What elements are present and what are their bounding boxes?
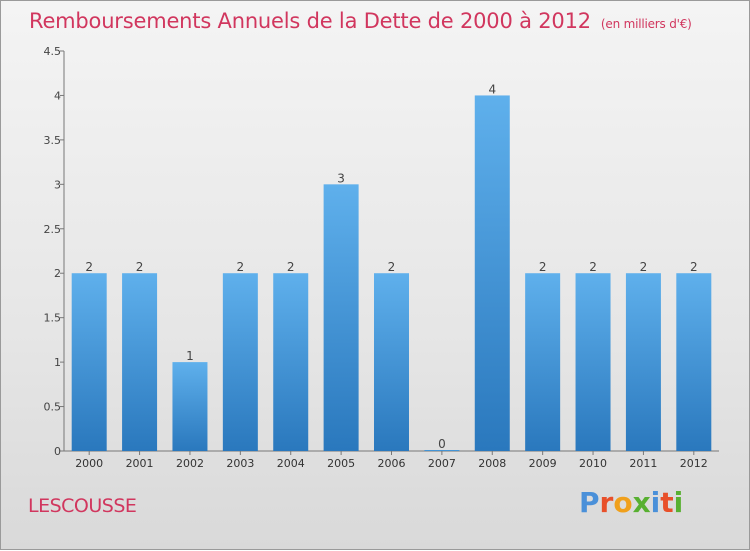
y-tick-label: 3 bbox=[54, 178, 61, 191]
data-label: 3 bbox=[337, 171, 345, 185]
x-tick-label: 2008 bbox=[478, 457, 506, 470]
bar bbox=[625, 273, 661, 451]
x-tick-label: 2004 bbox=[277, 457, 305, 470]
data-label: 2 bbox=[287, 260, 295, 274]
logo-letter: P bbox=[579, 486, 600, 519]
x-tick-label: 2011 bbox=[629, 457, 657, 470]
y-tick-label: 4 bbox=[54, 89, 61, 102]
data-label: 2 bbox=[589, 260, 597, 274]
data-label: 2 bbox=[136, 260, 144, 274]
y-tick-label: 1.5 bbox=[44, 312, 62, 325]
x-tick-label: 2003 bbox=[226, 457, 254, 470]
x-tick-label: 2001 bbox=[126, 457, 154, 470]
data-label: 2 bbox=[237, 260, 245, 274]
bar bbox=[323, 184, 359, 452]
data-label: 2 bbox=[388, 260, 396, 274]
x-tick-label: 2009 bbox=[529, 457, 557, 470]
bar bbox=[424, 450, 460, 451]
title-text: Remboursements Annuels de la Dette de 20… bbox=[29, 9, 591, 33]
y-tick-label: 0 bbox=[54, 445, 61, 458]
x-tick-label: 2007 bbox=[428, 457, 456, 470]
y-tick-label: 0.5 bbox=[44, 401, 62, 414]
logo-letter: i bbox=[650, 486, 661, 519]
data-label: 2 bbox=[690, 260, 698, 274]
y-tick-label: 1 bbox=[54, 356, 61, 369]
y-tick-label: 2.5 bbox=[44, 223, 62, 236]
x-tick-label: 2010 bbox=[579, 457, 607, 470]
y-tick-label: 4.5 bbox=[44, 45, 62, 58]
data-label: 2 bbox=[539, 260, 547, 274]
data-label: 1 bbox=[186, 349, 194, 363]
bar bbox=[122, 273, 158, 451]
logo-letter: x bbox=[632, 486, 651, 519]
data-label: 2 bbox=[640, 260, 648, 274]
x-tick-label: 2000 bbox=[75, 457, 103, 470]
x-tick-label: 2012 bbox=[680, 457, 708, 470]
proxiti-logo[interactable]: Proxiti bbox=[579, 486, 683, 519]
data-label: 4 bbox=[488, 82, 496, 96]
x-tick-label: 2002 bbox=[176, 457, 204, 470]
bar bbox=[273, 273, 309, 451]
bar bbox=[525, 273, 561, 451]
x-tick-label: 2006 bbox=[378, 457, 406, 470]
bar bbox=[374, 273, 409, 451]
y-tick-label: 3.5 bbox=[44, 134, 62, 147]
x-tick-label: 2005 bbox=[327, 457, 355, 470]
bar bbox=[71, 273, 107, 451]
data-label: 0 bbox=[438, 437, 446, 451]
bar bbox=[676, 273, 712, 451]
data-label: 2 bbox=[85, 260, 93, 274]
chart-unit: (en milliers d'€) bbox=[600, 17, 692, 31]
logo-letter: r bbox=[599, 486, 614, 519]
bar bbox=[474, 95, 510, 451]
y-tick-label: 2 bbox=[54, 267, 61, 280]
bar bbox=[172, 362, 208, 451]
bar bbox=[575, 273, 611, 451]
commune-name: LESCOUSSE bbox=[28, 495, 137, 517]
chart-title: Remboursements Annuels de la Dette de 20… bbox=[29, 9, 692, 33]
logo-letter: t bbox=[660, 486, 674, 519]
logo-letter: o bbox=[613, 486, 633, 519]
bar bbox=[222, 273, 258, 451]
logo-letter: i bbox=[673, 486, 684, 519]
